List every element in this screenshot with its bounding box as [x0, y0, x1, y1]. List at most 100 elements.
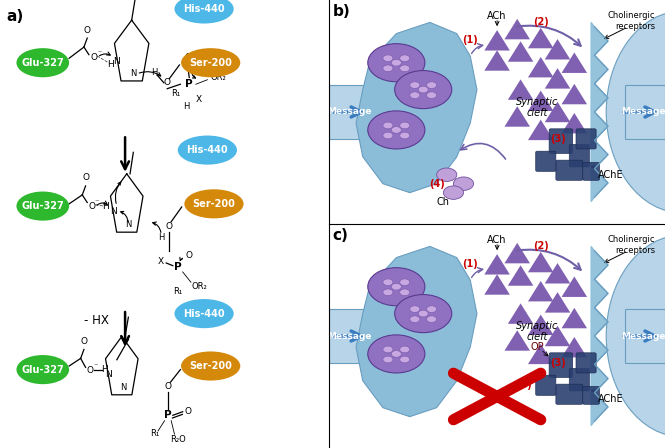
Circle shape — [444, 186, 464, 199]
Circle shape — [410, 92, 420, 99]
Polygon shape — [528, 314, 553, 335]
FancyBboxPatch shape — [576, 129, 596, 149]
Circle shape — [426, 82, 437, 89]
Circle shape — [391, 126, 402, 134]
Text: R₁: R₁ — [150, 429, 160, 438]
FancyBboxPatch shape — [549, 129, 573, 153]
Polygon shape — [561, 308, 587, 328]
Text: Synaptic
cleft: Synaptic cleft — [516, 321, 559, 342]
FancyBboxPatch shape — [583, 162, 600, 180]
Text: Synaptic
cleft: Synaptic cleft — [516, 97, 559, 118]
Circle shape — [368, 111, 425, 149]
Text: O: O — [88, 202, 95, 211]
Text: (1): (1) — [462, 35, 478, 45]
FancyBboxPatch shape — [576, 353, 596, 373]
Ellipse shape — [181, 351, 240, 381]
Text: Cholinergic
receptors: Cholinergic receptors — [607, 235, 655, 254]
Circle shape — [383, 65, 393, 72]
Polygon shape — [528, 28, 553, 48]
Circle shape — [426, 306, 437, 313]
Polygon shape — [528, 57, 553, 78]
Polygon shape — [484, 254, 510, 275]
Text: ACh: ACh — [487, 11, 507, 21]
Circle shape — [400, 346, 410, 353]
Circle shape — [426, 92, 437, 99]
Polygon shape — [505, 106, 530, 127]
Polygon shape — [545, 68, 571, 89]
Polygon shape — [356, 246, 477, 417]
Ellipse shape — [174, 299, 233, 328]
Text: O: O — [186, 251, 193, 260]
Text: N: N — [114, 57, 120, 66]
Text: Glu-327: Glu-327 — [21, 365, 64, 375]
Polygon shape — [545, 102, 571, 122]
Circle shape — [410, 306, 420, 313]
Text: His-440: His-440 — [187, 145, 228, 155]
Text: Cholinergic
receptors: Cholinergic receptors — [607, 11, 655, 30]
Circle shape — [391, 284, 402, 290]
Polygon shape — [508, 265, 533, 286]
Text: X: X — [158, 257, 164, 266]
Ellipse shape — [17, 48, 69, 77]
Text: N: N — [125, 220, 132, 229]
Polygon shape — [484, 274, 510, 295]
Text: b): b) — [332, 4, 350, 19]
Polygon shape — [591, 246, 608, 426]
Text: Ser-200: Ser-200 — [193, 199, 235, 209]
Text: (1): (1) — [462, 259, 478, 269]
Circle shape — [394, 295, 452, 332]
Text: O: O — [90, 53, 97, 62]
Text: O: O — [185, 407, 192, 416]
Text: O: O — [80, 337, 88, 346]
Polygon shape — [484, 50, 510, 71]
Text: P: P — [164, 410, 172, 420]
Circle shape — [400, 132, 410, 139]
Polygon shape — [484, 30, 510, 51]
Polygon shape — [528, 344, 553, 364]
Polygon shape — [505, 330, 530, 351]
Text: OR₂: OR₂ — [211, 73, 226, 82]
Circle shape — [410, 316, 420, 323]
Ellipse shape — [184, 189, 243, 218]
FancyBboxPatch shape — [556, 160, 583, 180]
Text: Message: Message — [327, 332, 372, 340]
FancyBboxPatch shape — [549, 353, 573, 377]
Ellipse shape — [606, 11, 665, 213]
Polygon shape — [528, 252, 553, 272]
Text: O: O — [164, 78, 171, 87]
Polygon shape — [508, 41, 533, 62]
Circle shape — [368, 268, 425, 306]
Text: O: O — [165, 222, 172, 231]
Text: OR₂: OR₂ — [192, 282, 207, 291]
Circle shape — [418, 86, 428, 93]
Polygon shape — [508, 303, 533, 324]
Polygon shape — [356, 22, 477, 193]
Polygon shape — [561, 337, 587, 358]
Text: N: N — [110, 207, 116, 216]
Text: AChE: AChE — [598, 394, 624, 404]
Ellipse shape — [174, 0, 233, 23]
Circle shape — [454, 177, 473, 190]
Text: OP: OP — [531, 342, 544, 352]
Polygon shape — [545, 292, 571, 313]
Text: (3): (3) — [516, 380, 532, 390]
Circle shape — [394, 70, 452, 109]
Circle shape — [368, 335, 425, 373]
Text: - HX: - HX — [84, 314, 109, 327]
Polygon shape — [329, 85, 370, 139]
Text: H: H — [183, 102, 189, 111]
Polygon shape — [545, 326, 571, 346]
Polygon shape — [545, 263, 571, 284]
Circle shape — [400, 279, 410, 286]
Circle shape — [383, 289, 393, 296]
Ellipse shape — [178, 135, 237, 164]
Polygon shape — [591, 22, 608, 202]
Text: Message: Message — [621, 108, 665, 116]
Text: (3): (3) — [550, 134, 565, 144]
Polygon shape — [528, 120, 553, 140]
Text: AChE: AChE — [598, 170, 624, 180]
Polygon shape — [561, 276, 587, 297]
Text: R₂O: R₂O — [170, 435, 186, 444]
Text: Message: Message — [621, 332, 665, 340]
Circle shape — [391, 350, 402, 358]
